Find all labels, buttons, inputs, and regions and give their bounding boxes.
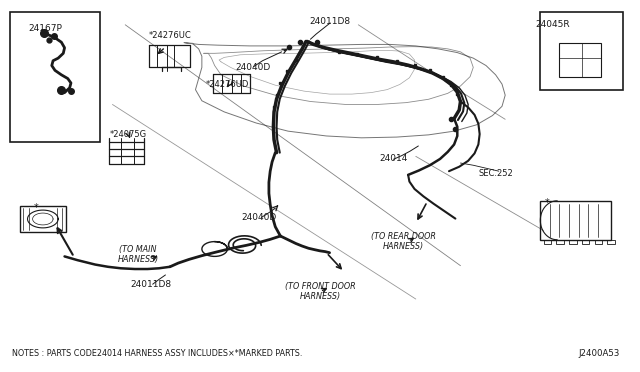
Bar <box>540 201 611 240</box>
Text: J2400A53: J2400A53 <box>579 349 620 358</box>
Text: (TO MAIN
HARNESS): (TO MAIN HARNESS) <box>117 245 159 264</box>
Bar <box>20 206 66 232</box>
Bar <box>10 12 100 141</box>
Text: *24276UD: *24276UD <box>205 80 249 89</box>
Text: *24276UC: *24276UC <box>148 31 191 41</box>
Bar <box>595 240 602 244</box>
Text: 24011D8: 24011D8 <box>130 280 172 289</box>
Text: NOTES : PARTS CODE24014 HARNESS ASSY INCLUDES×*MARKED PARTS.: NOTES : PARTS CODE24014 HARNESS ASSY INC… <box>12 349 303 358</box>
Bar <box>556 240 564 244</box>
Text: 24040D: 24040D <box>236 63 271 72</box>
Text: SEC.252: SEC.252 <box>478 169 513 177</box>
Text: 24011D8: 24011D8 <box>309 17 350 26</box>
Bar <box>607 240 615 244</box>
Text: 24040D: 24040D <box>242 213 277 222</box>
Text: 24014: 24014 <box>380 154 408 163</box>
Text: (TO FRONT DOOR
HARNESS): (TO FRONT DOOR HARNESS) <box>285 282 355 301</box>
Bar <box>540 12 623 90</box>
Bar <box>569 240 577 244</box>
Text: (TO REAR DOOR
HARNESS): (TO REAR DOOR HARNESS) <box>371 232 435 251</box>
Text: *24075G: *24075G <box>110 129 147 139</box>
Bar <box>582 240 589 244</box>
Text: *: * <box>33 203 38 213</box>
Bar <box>559 43 601 77</box>
Text: 24167P: 24167P <box>28 24 62 33</box>
Text: *: * <box>545 198 549 208</box>
Text: 24045R: 24045R <box>536 20 570 29</box>
Bar <box>543 240 551 244</box>
